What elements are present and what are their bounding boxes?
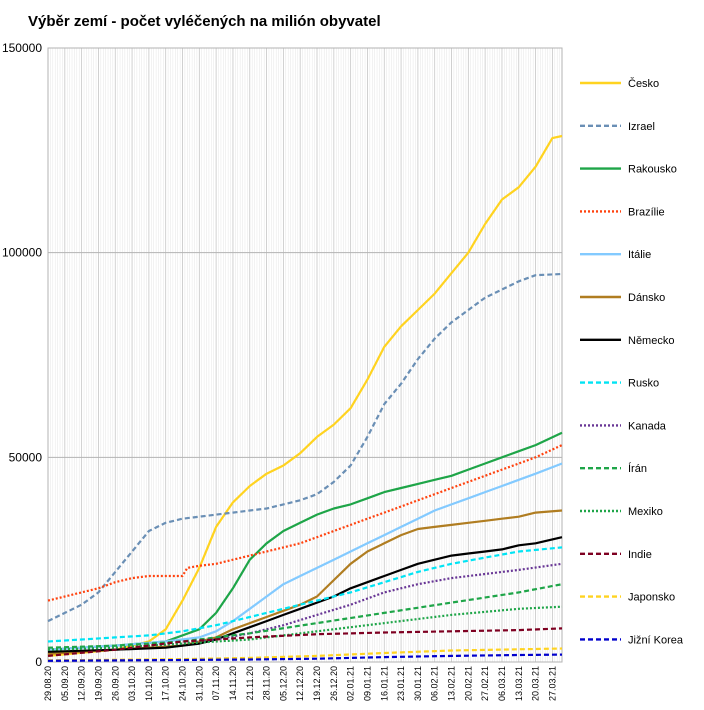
legend-label: Německo [628,335,674,347]
x-tick-label: 21.11.20 [245,666,255,700]
grid-lines [47,47,563,663]
x-tick-label: 12.09.20 [77,666,87,701]
legend: Česko Izrael Rakousko Brazílie Itálie Dánsko N… [580,77,684,646]
x-tick-label: 24.10.20 [178,666,188,701]
x-tick-label: 09.01.21 [362,666,372,701]
x-tick-label: 16.01.21 [379,666,389,701]
x-tick-label: 27.03.21 [547,666,557,701]
series-line [47,272,563,623]
series-line [47,134,563,657]
legend-label: Mexiko [628,506,663,518]
x-tick-label: 20.02.21 [463,666,473,701]
series-line [47,444,563,602]
x-tick-label: 07.11.20 [211,666,221,700]
y-tick-label: 100000 [2,246,42,260]
y-tick-label: 0 [35,655,42,669]
series-line [47,546,563,643]
x-tick-label: 28.11.20 [262,666,272,700]
legend-label: Itálie [628,249,651,261]
x-tick-label: 06.03.21 [497,666,507,701]
series-line [47,653,563,662]
x-tick-label: 05.09.20 [60,666,70,701]
series-line [47,431,563,651]
series-line [47,627,563,657]
x-tick-label: 26.09.20 [110,666,120,701]
legend-label: Česko [628,77,659,90]
x-tick-label: 20.03.21 [531,666,541,701]
series-layer [47,134,563,662]
legend-label: Rakousko [628,164,677,176]
legend-label: Rusko [628,378,659,390]
legend-label: Írán [628,462,647,475]
legend-label: Japonsko [628,592,675,604]
x-tick-label: 10.10.20 [144,666,154,701]
x-tick-label: 19.09.20 [93,666,103,701]
x-tick-label: 14.11.20 [228,666,238,700]
legend-label: Brazílie [628,206,665,218]
x-tick-label: 19.12.20 [312,666,322,701]
legend-label: Indie [628,549,652,561]
legend-label: Jižní Korea [628,634,684,646]
x-tick-label: 13.02.21 [447,666,457,701]
y-axis: 0 50000 100000 150000 [2,41,42,669]
x-tick-label: 27.02.21 [480,666,490,701]
x-tick-label: 30.01.21 [413,666,423,701]
x-tick-label: 17.10.20 [161,666,171,701]
x-tick-label: 06.02.21 [430,666,440,701]
x-tick-label: 31.10.20 [194,666,204,701]
x-tick-label: 03.10.20 [127,666,137,701]
legend-label: Kanada [628,420,667,432]
series-line [47,583,563,649]
y-tick-label: 150000 [2,41,42,55]
x-axis: 29.08.20 05.09.20 12.09.20 19.09.20 26.09.20… [43,666,557,701]
series-line [47,462,563,651]
x-tick-label: 26.12.20 [329,666,339,701]
x-tick-label: 05.12.20 [278,666,288,701]
x-tick-label: 12.12.20 [295,666,305,701]
x-tick-label: 02.01.21 [346,666,356,701]
x-tick-label: 29.08.20 [43,666,53,701]
chart-title: Výběr zemí - počet vyléčených na milión … [28,13,381,30]
x-tick-label: 23.01.21 [396,666,406,701]
y-tick-label: 50000 [9,450,43,464]
legend-label: Izrael [628,121,655,133]
plot-area-border [47,47,563,663]
series-line [47,509,563,655]
legend-label: Dánsko [628,292,665,304]
x-tick-label: 13.03.21 [514,666,524,701]
